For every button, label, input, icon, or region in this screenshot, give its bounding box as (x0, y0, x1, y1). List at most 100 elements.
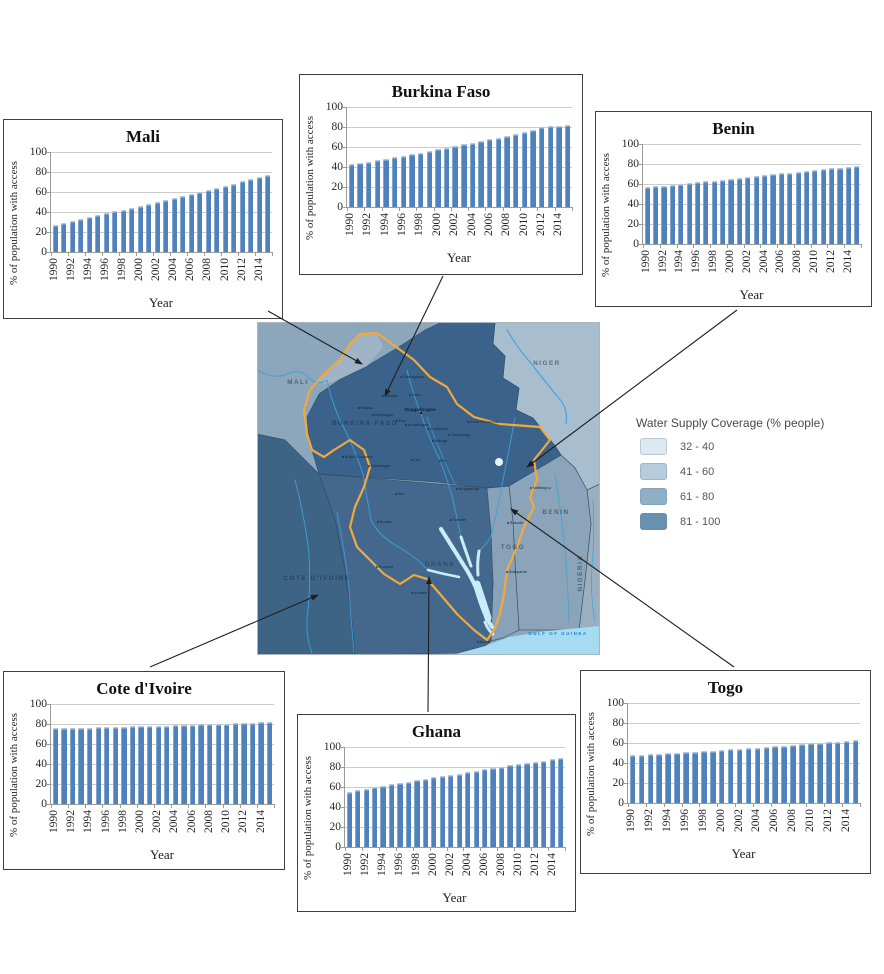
x-tick-mark (256, 804, 258, 808)
x-tick-mark (153, 804, 155, 808)
city-dot (411, 592, 413, 594)
x-tick-labels: 1990 1992 1994 1996 1998 2000 2002 2004 2006 2008… (640, 245, 861, 287)
x-tick-mark (520, 207, 522, 211)
x-tick-mark (760, 244, 762, 248)
x-tick-mark (681, 803, 683, 807)
bar (61, 728, 67, 804)
white-dot-marker (495, 458, 503, 466)
y-axis-labels: 0 20 40 60 80 100 (613, 138, 642, 250)
gridline (628, 763, 860, 764)
x-tick-mark (743, 244, 745, 248)
bar (138, 726, 144, 804)
plot-column: 1990 1992 1994 1996 1998 2000 2002 2004 2006 2008… (343, 107, 573, 266)
y-tick-mark (639, 244, 643, 245)
legend-item-label: 81 - 100 (680, 515, 721, 528)
plot-area (341, 747, 566, 851)
y-tick-mark (341, 747, 345, 748)
bar (837, 167, 843, 244)
x-axis-title: Year (447, 250, 471, 265)
x-tick-label: 1992 (656, 250, 669, 273)
city-label: Natitingou (533, 485, 551, 490)
city-label: Reo (399, 418, 407, 423)
y-tick-label: 40 (331, 161, 344, 173)
gridline (628, 783, 860, 784)
bar (669, 184, 675, 244)
bar (647, 754, 654, 803)
y-tick-mark (47, 784, 51, 785)
bar (426, 151, 432, 207)
x-tick-mark (463, 847, 465, 851)
plot-area (343, 107, 573, 211)
y-tick-label: 0 (41, 246, 47, 258)
y-tick-mark (639, 204, 643, 205)
x-tick-mark (752, 803, 754, 807)
bar (69, 728, 76, 804)
x-tick-label: 2000 (714, 809, 727, 832)
gridline (51, 704, 274, 705)
map-label-benin: BENIN (542, 509, 569, 516)
y-tick-mark (47, 252, 51, 253)
bar (363, 788, 369, 847)
gridline (347, 127, 572, 128)
map-region-benin (508, 454, 592, 631)
bar (558, 758, 564, 847)
y-tick-label: 40 (35, 758, 48, 770)
y-axis-labels: 0 20 40 60 80 100 (317, 101, 346, 213)
bar (86, 217, 92, 252)
city-dot (477, 641, 479, 643)
y-tick-label: 40 (329, 801, 342, 813)
bar (720, 179, 726, 244)
x-tick-mark (222, 804, 224, 808)
map-label-ghana: GHANA (425, 561, 456, 568)
bar (478, 141, 484, 207)
gridline (643, 184, 861, 185)
x-tick-label: 2004 (750, 809, 763, 832)
chart-area: % of population with access 0 20 40 60 80 100 1… (4, 698, 284, 863)
bar (532, 761, 538, 847)
y-axis-title: % of population with access (300, 747, 315, 889)
gridline (51, 724, 274, 725)
y-axis-title: % of population with access (6, 152, 21, 294)
x-tick-label: 1994 (660, 809, 673, 832)
y-tick-label: 100 (606, 697, 624, 709)
x-tick-label: 2014 (254, 810, 267, 833)
y-tick-label: 40 (612, 757, 625, 769)
gridline (628, 743, 860, 744)
bar (435, 149, 441, 207)
legend-swatch (640, 488, 667, 505)
y-axis-labels: 0 20 40 60 80 100 (598, 697, 627, 809)
x-tick-mark (203, 252, 205, 256)
bar (78, 727, 84, 804)
y-tick-mark (343, 167, 347, 168)
y-tick-label: 20 (35, 226, 48, 238)
x-tick-mark (497, 847, 499, 851)
x-tick-label: 1992 (361, 213, 374, 236)
bar (188, 194, 194, 252)
y-tick-label: 60 (329, 781, 342, 793)
x-tick-mark (793, 244, 795, 248)
bar (498, 766, 505, 847)
bar (694, 181, 701, 244)
bar (197, 192, 203, 252)
x-tick-label: 1994 (81, 258, 94, 281)
bar (409, 154, 415, 207)
x-tick-mark (345, 847, 346, 851)
bar (803, 170, 810, 244)
y-tick-label: 40 (35, 206, 48, 218)
y-axis-title: % of population with access (6, 704, 21, 846)
x-tick-mark (554, 207, 556, 211)
y-tick-mark (47, 192, 51, 193)
gridline (347, 167, 572, 168)
gridline (628, 723, 860, 724)
x-tick-mark (274, 804, 275, 808)
bar (556, 126, 562, 207)
bar (829, 168, 835, 244)
bar (95, 215, 101, 252)
bar (661, 185, 667, 244)
bar (745, 748, 752, 803)
bar (181, 724, 187, 804)
x-tick-mark (429, 847, 431, 851)
y-tick-mark (47, 172, 51, 173)
bar (112, 727, 118, 804)
